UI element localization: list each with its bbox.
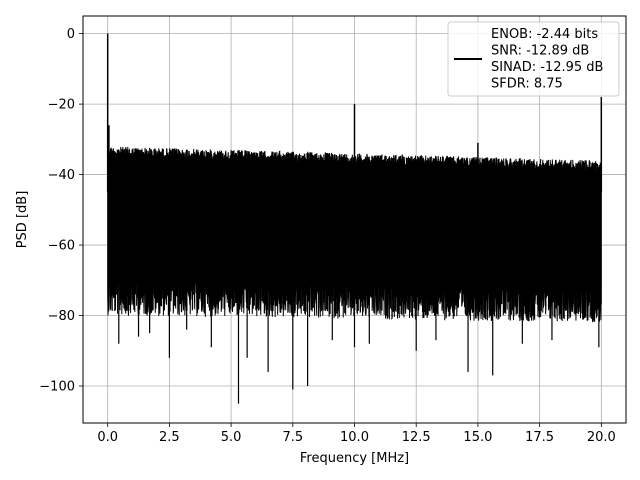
x-tick-label-6: 15.0 <box>463 430 492 445</box>
y-tick-label-4: −80 <box>48 309 75 324</box>
y-tick-label-2: −40 <box>48 168 75 183</box>
psd-series-line <box>107 146 602 323</box>
x-axis-label: Frequency [MHz] <box>300 451 409 466</box>
legend-enob: ENOB: -2.44 bits <box>491 27 598 42</box>
x-axis-ticks: 0.0 2.5 5.0 7.5 10.0 12.5 15.0 17.5 20.0 <box>97 423 616 445</box>
x-tick-label-7: 17.5 <box>525 430 554 445</box>
legend-sfdr: SFDR: 8.75 <box>491 77 563 92</box>
x-tick-label-5: 12.5 <box>402 430 431 445</box>
plot-area <box>106 33 603 404</box>
x-tick-label-0: 0.0 <box>97 430 118 445</box>
x-tick-label-4: 10.0 <box>340 430 369 445</box>
legend-sinad: SINAD: -12.95 dB <box>491 60 603 75</box>
y-tick-label-1: −20 <box>48 98 75 113</box>
y-tick-label-3: −60 <box>48 239 75 254</box>
y-tick-label-5: −100 <box>39 380 75 395</box>
y-axis-ticks: 0 −20 −40 −60 −80 −100 <box>39 27 83 395</box>
x-tick-label-3: 7.5 <box>282 430 303 445</box>
x-tick-label-8: 20.0 <box>587 430 616 445</box>
y-axis-label: PSD [dB] <box>15 191 30 249</box>
legend: ENOB: -2.44 bits SNR: -12.89 dB SINAD: -… <box>447 21 620 97</box>
x-tick-label-1: 2.5 <box>159 430 180 445</box>
legend-snr: SNR: -12.89 dB <box>491 44 589 59</box>
x-tick-label-2: 5.0 <box>221 430 242 445</box>
y-tick-label-0: 0 <box>67 27 75 42</box>
legend-box <box>447 21 620 97</box>
